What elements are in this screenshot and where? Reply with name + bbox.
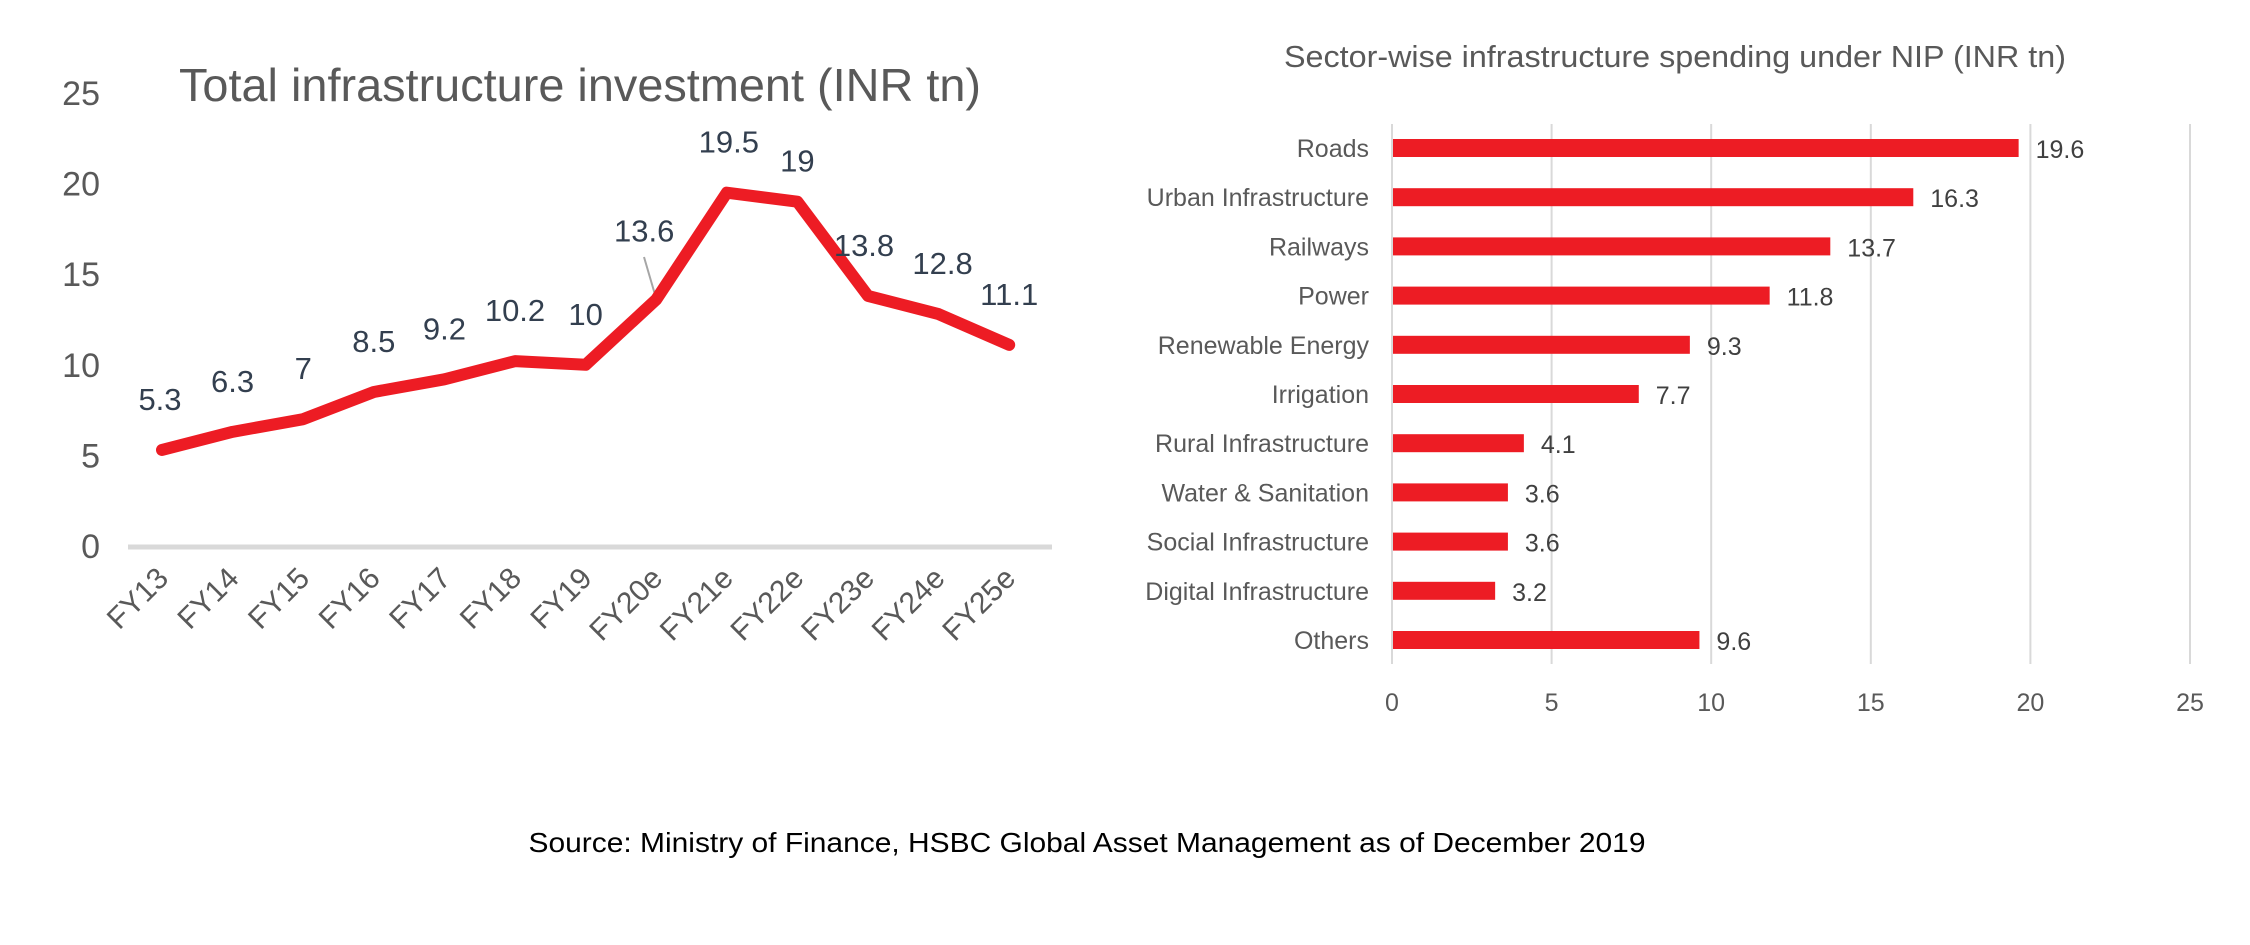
line-data-label: 5.3 xyxy=(138,382,181,417)
line-x-tick-label: FY15 xyxy=(242,562,316,636)
bar-data-label: 11.8 xyxy=(1787,284,1834,312)
bar-data-label: 13.7 xyxy=(1847,234,1896,262)
line-x-tick-label: FY24e xyxy=(866,562,952,648)
bar xyxy=(1393,385,1639,403)
line-x-axis: FY13FY14FY15FY16FY17FY18FY19FY20eFY21eFY… xyxy=(101,562,1022,648)
bar-category-label: Urban Infrastructure xyxy=(1147,184,1369,212)
line-y-tick-label: 15 xyxy=(62,256,100,294)
bar-x-tick-label: 20 xyxy=(2016,689,2044,717)
bar-x-tick-label: 10 xyxy=(1697,689,1725,717)
line-data-label: 11.1 xyxy=(980,277,1038,312)
line-y-tick-label: 25 xyxy=(62,75,100,113)
bar-category-label: Digital Infrastructure xyxy=(1145,578,1369,606)
bar-data-label: 9.3 xyxy=(1707,333,1742,361)
line-y-tick-label: 10 xyxy=(62,347,100,385)
bar xyxy=(1393,483,1508,502)
bar xyxy=(1393,631,1700,649)
line-series-total-investment xyxy=(156,186,1016,456)
source-note: Source: Ministry of Finance, HSBC Global… xyxy=(529,827,1646,858)
bar-x-tick-label: 15 xyxy=(1857,689,1885,717)
line-x-tick-label: FY17 xyxy=(383,562,457,636)
bar xyxy=(1393,335,1690,354)
line-x-tick-label: FY21e xyxy=(654,562,740,648)
line-data-label: 13.8 xyxy=(834,228,894,263)
bar-category-label: Power xyxy=(1298,283,1369,311)
line-data-label: 10.2 xyxy=(485,293,545,328)
bar-category-label: Irrigation xyxy=(1272,381,1369,409)
line-y-tick-label: 0 xyxy=(81,528,100,566)
line-chart-title: Total infrastructure investment (INR tn) xyxy=(179,59,981,111)
line-data-label: 19.5 xyxy=(699,125,759,160)
line-x-tick-label: FY18 xyxy=(454,562,528,636)
bar xyxy=(1393,532,1508,551)
line-x-tick-label: FY13 xyxy=(101,562,175,636)
bar-gridlines xyxy=(1391,124,2191,664)
bar-series xyxy=(1393,139,2019,649)
bar-category-label: Water & Sanitation xyxy=(1161,479,1369,507)
bar-category-label: Roads xyxy=(1297,135,1369,163)
bar-category-label: Social Infrastructure xyxy=(1147,529,1369,557)
bar-category-label: Railways xyxy=(1269,233,1369,261)
bar-chart: Sector-wise infrastructure spending unde… xyxy=(1145,39,2204,717)
bar xyxy=(1393,188,1914,207)
line-data-label: 9.2 xyxy=(423,311,466,346)
line-y-tick-label: 5 xyxy=(81,437,100,475)
line-data-label: 8.5 xyxy=(352,324,395,359)
bar-data-label: 3.6 xyxy=(1525,530,1560,558)
bar-x-axis: 0 5 10 15 20 25 xyxy=(1385,689,2204,717)
line-y-tick-label: 20 xyxy=(62,166,100,204)
bar-data-label: 7.7 xyxy=(1656,382,1691,410)
line-data-labels: 5.3 6.3 7 8.5 9.2 10.2 10 13.6 19.5 19 13.8 12.811.… xyxy=(138,125,1038,417)
line-data-label: 12.8 xyxy=(912,246,972,281)
bar xyxy=(1393,237,1831,256)
line-x-tick-label: FY22e xyxy=(725,562,811,648)
bar-x-tick-label: 5 xyxy=(1545,689,1559,717)
bar-y-axis: Roads Urban Infrastructure Railways Power Re… xyxy=(1145,135,1369,655)
bar-data-labels: 19.6 16.3 13.7 11.8 9.3 7.7 4.1 3.6 3.6 3.2 9.6 xyxy=(1512,136,2084,656)
line-x-tick-label: FY25e xyxy=(936,562,1022,648)
bar-category-label: Others xyxy=(1294,627,1369,655)
line-x-tick-label: FY16 xyxy=(313,562,387,636)
bar-data-label: 9.6 xyxy=(1716,628,1751,656)
line-x-tick-label: FY20e xyxy=(583,562,669,648)
bar-category-label: Rural Infrastructure xyxy=(1155,430,1369,458)
line-data-label: 6.3 xyxy=(211,364,254,399)
line-x-tick-label: FY23e xyxy=(795,562,881,648)
bar xyxy=(1393,434,1524,453)
line-data-label: 19 xyxy=(780,144,814,179)
bar-chart-title: Sector-wise infrastructure spending unde… xyxy=(1284,39,2066,74)
bar-category-label: Renewable Energy xyxy=(1158,332,1370,360)
bar-data-label: 3.6 xyxy=(1525,480,1560,508)
line-y-axis: 0 5 10 15 20 25 xyxy=(62,75,100,566)
line-x-tick-label: FY14 xyxy=(172,562,246,636)
line-data-label: 7 xyxy=(295,351,312,386)
bar-data-label: 3.2 xyxy=(1512,579,1547,607)
line-data-label: 10 xyxy=(568,297,602,332)
bar xyxy=(1393,581,1496,600)
bar-x-tick-label: 0 xyxy=(1385,689,1399,717)
leader-line xyxy=(643,256,657,299)
bar xyxy=(1393,139,2019,157)
line-data-label: 13.6 xyxy=(614,214,674,249)
bar-x-tick-label: 25 xyxy=(2176,689,2204,717)
bar-data-label: 16.3 xyxy=(1930,185,1979,213)
bar xyxy=(1393,286,1770,305)
bar-data-label: 4.1 xyxy=(1541,431,1576,459)
line-chart: Total infrastructure investment (INR tn)… xyxy=(62,59,1052,647)
bar-data-label: 19.6 xyxy=(2036,136,2085,164)
